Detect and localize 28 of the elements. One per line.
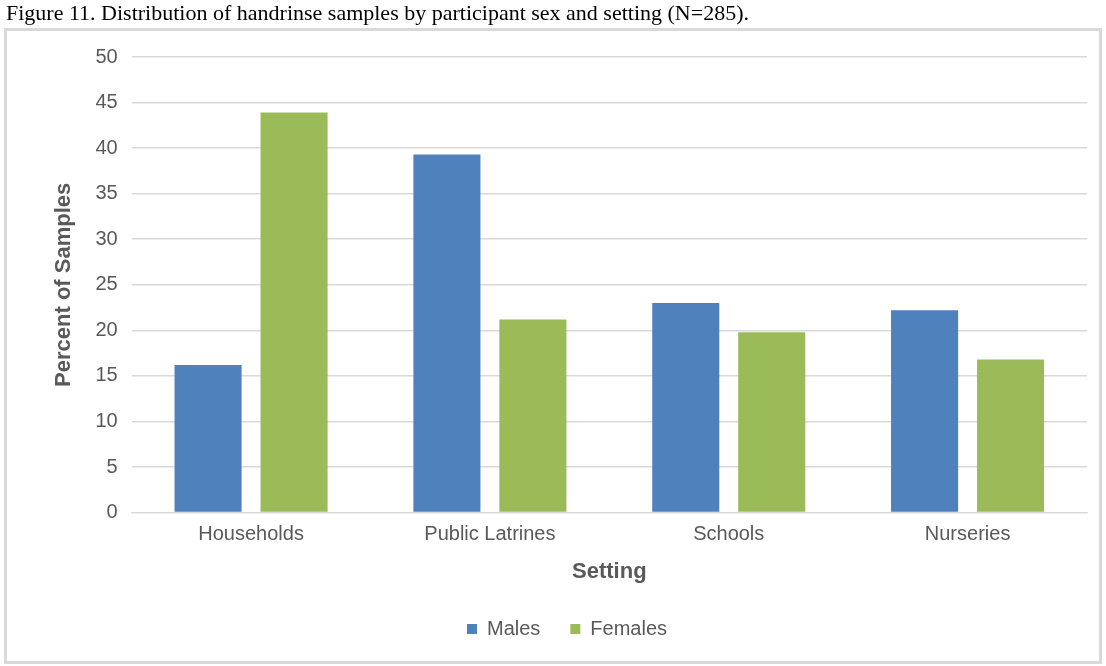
y-tick-label: 0 [106, 500, 118, 523]
y-tick-label: 15 [95, 363, 118, 386]
y-tick-label: 40 [95, 135, 118, 158]
bar [174, 364, 242, 512]
bar [977, 359, 1045, 512]
x-tick-label: Households [198, 522, 304, 545]
bar [891, 310, 959, 512]
y-tick-label: 50 [95, 44, 118, 67]
y-tick-label: 45 [95, 90, 118, 113]
y-tick-label: 20 [95, 317, 118, 340]
y-tick-label: 25 [95, 272, 118, 295]
x-axis-title: Setting [572, 557, 647, 583]
x-tick-label: Nurseries [924, 522, 1011, 545]
bar [652, 303, 720, 512]
bar [499, 319, 567, 512]
legend-label: Females [590, 616, 668, 639]
y-tick-label: 35 [95, 181, 118, 204]
chart-title: Figure 11. Distribution of handrinse samples by participant sex and setting (N=285). [5, 0, 750, 26]
y-axis-title: Percent of Samples [50, 182, 76, 387]
y-tick-label: 30 [95, 226, 118, 249]
y-tick-label: 10 [95, 409, 118, 431]
legend-label: Males [486, 616, 541, 639]
x-tick-label: Public Latrines [424, 522, 556, 545]
bar [413, 154, 481, 512]
bar [260, 112, 328, 512]
bar [738, 332, 806, 512]
y-tick-label: 5 [106, 454, 118, 477]
x-tick-label: Schools [693, 522, 765, 545]
